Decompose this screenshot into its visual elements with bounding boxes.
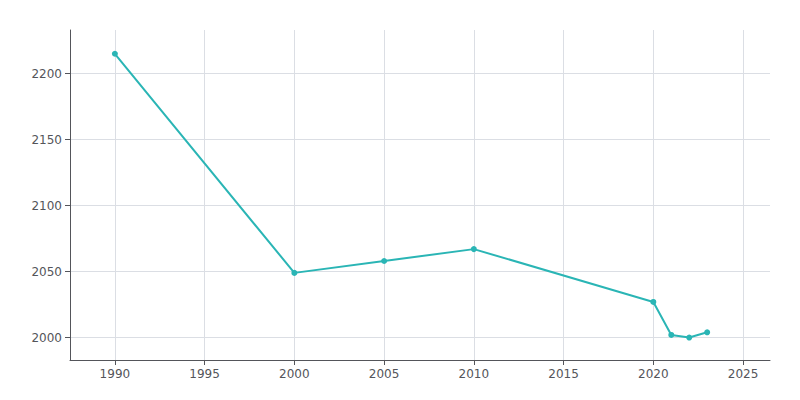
svg-text:2005: 2005: [369, 367, 400, 381]
svg-text:2150: 2150: [31, 133, 62, 147]
svg-text:2015: 2015: [548, 367, 579, 381]
svg-text:2025: 2025: [728, 367, 759, 381]
svg-text:1995: 1995: [189, 367, 220, 381]
svg-text:2000: 2000: [31, 331, 62, 345]
svg-text:2050: 2050: [31, 265, 62, 279]
svg-text:2100: 2100: [31, 199, 62, 213]
svg-text:2200: 2200: [31, 67, 62, 81]
svg-text:2010: 2010: [459, 367, 490, 381]
svg-text:2000: 2000: [279, 367, 310, 381]
svg-text:2020: 2020: [638, 367, 669, 381]
svg-text:1990: 1990: [100, 367, 131, 381]
